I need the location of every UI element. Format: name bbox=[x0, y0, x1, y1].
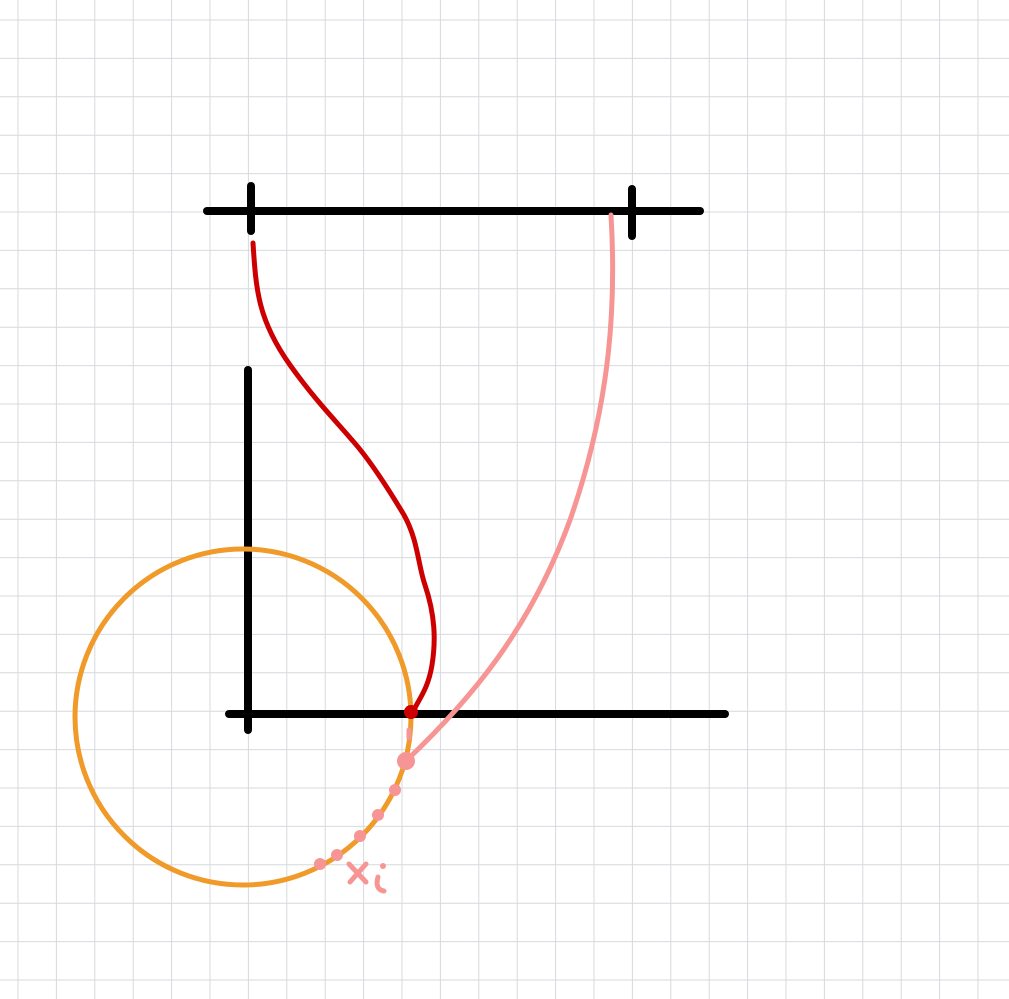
i-dot bbox=[380, 863, 386, 869]
i-stroke bbox=[374, 874, 387, 894]
coordinate-axes bbox=[225, 366, 729, 734]
dark-red-endpoint-dot bbox=[404, 705, 418, 719]
pink-intersection-dot bbox=[397, 752, 415, 770]
dark-red-curve bbox=[250, 240, 437, 715]
pink-curve bbox=[404, 212, 616, 763]
pink-dot bbox=[314, 858, 326, 870]
top-interval-bar bbox=[203, 182, 704, 240]
pink-dot bbox=[372, 809, 384, 821]
pink-dot bbox=[354, 830, 366, 842]
pink-dotted-arc bbox=[314, 727, 412, 870]
pink-dot bbox=[389, 784, 401, 796]
pink-dot bbox=[331, 849, 343, 861]
handwritten-xi-label bbox=[346, 861, 387, 894]
x-stroke-2 bbox=[347, 861, 369, 885]
